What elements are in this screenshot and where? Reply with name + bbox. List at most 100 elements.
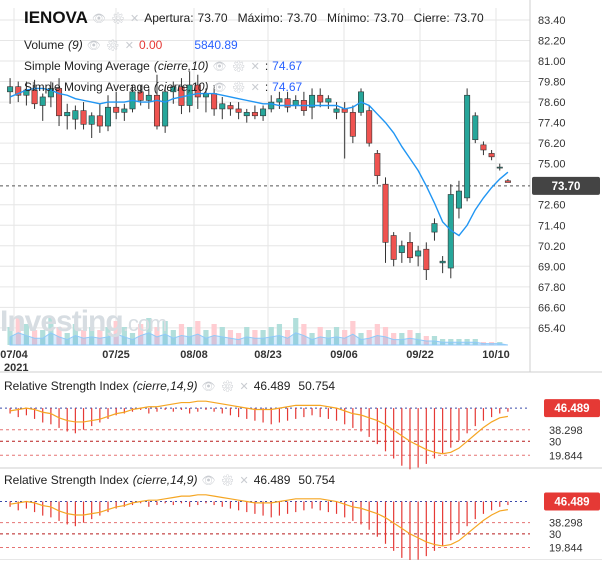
rsi2-label: Relative Strength Index (4, 473, 129, 487)
volume-bar (333, 327, 340, 345)
volume-bar (260, 330, 266, 345)
volume-bar (301, 324, 307, 345)
rsi2-settings-icon[interactable]: 👁 ⚙ ✕ (201, 474, 250, 487)
volume-bar (97, 330, 103, 345)
candle-body (251, 112, 258, 117)
candle-body (349, 112, 356, 137)
rsi-badge-label: 46.489 (554, 497, 589, 509)
candle-body (162, 91, 169, 127)
investing-watermark: Investing.com (0, 305, 167, 339)
candle-body (7, 86, 14, 93)
rsi2-legend: Relative Strength Index (cierre,14,9) 👁 … (4, 473, 335, 487)
sma1-settings-icon[interactable]: 👁 ⚙ ✕ (212, 60, 261, 73)
candle-body (504, 180, 511, 183)
visibility-icon[interactable]: 👁 ⚙ ✕ (91, 12, 141, 25)
volume-bar (40, 330, 46, 345)
volume-avg-value: 5840.89 (194, 38, 238, 52)
volume-bar (89, 327, 95, 345)
x-tick-label: 07/25 (102, 349, 130, 361)
candle-body (105, 106, 112, 127)
x-tick-label: 09/22 (406, 349, 434, 361)
rsi-tick-label: 38.298 (549, 425, 583, 437)
candle-body (406, 242, 413, 259)
volume-bar (31, 330, 38, 345)
sma1-value: 74.67 (272, 59, 303, 73)
candle-body (398, 245, 405, 253)
volume-legend: Volume (9) 👁 ⚙ ✕ 0.00 5840.89 (24, 38, 238, 52)
y-tick-label: 82.20 (538, 36, 566, 48)
rsi2-signal: 50.754 (298, 473, 336, 487)
y-tick-label: 71.40 (538, 220, 566, 232)
rsi1-settings-icon[interactable]: 👁 ⚙ ✕ (201, 380, 250, 393)
candle-body (333, 108, 340, 113)
rsi-tick-label: 19.844 (549, 450, 583, 462)
volume-bar (15, 318, 21, 345)
x-tick-label: 10/10 (482, 349, 510, 361)
y-tick-label: 81.00 (538, 56, 566, 68)
candle-body (243, 112, 250, 117)
volume-bar (154, 327, 160, 345)
volume-settings-icon[interactable]: 👁 ⚙ ✕ (86, 39, 135, 52)
candle-body (194, 84, 201, 98)
volume-bar (293, 318, 299, 345)
candle-body (137, 91, 144, 101)
candle-body (153, 94, 160, 127)
candle-body (121, 108, 128, 113)
volume-bar (276, 324, 283, 345)
sma2-label: Simple Moving Average (24, 80, 150, 94)
candle-body (284, 98, 291, 108)
rsi-line (9, 400, 509, 455)
candle-body (31, 89, 38, 105)
volume-bar (309, 333, 315, 345)
candle-body (423, 248, 430, 271)
volume-bar (146, 318, 152, 345)
rsi1-signal: 50.754 (298, 379, 336, 393)
volume-bar (187, 327, 193, 345)
candle-body (447, 194, 454, 269)
candle-body (464, 94, 471, 199)
candle-body (374, 153, 381, 176)
rsi-tick-label: 30 (549, 436, 561, 448)
rsi-tick-label: 19.844 (549, 542, 583, 554)
candle-body (227, 105, 234, 110)
candle-body (170, 86, 177, 93)
candle-body (235, 108, 242, 113)
sma2-settings-icon[interactable]: 👁 ⚙ ✕ (212, 81, 261, 94)
volume-bar (170, 330, 176, 345)
volume-bar (317, 327, 323, 345)
rsi1-param: (cierre,14,9) (132, 379, 198, 393)
volume-bar (284, 330, 291, 345)
candle-body (276, 98, 283, 103)
sma1-label: Simple Moving Average (24, 59, 150, 73)
volume-bar (382, 327, 389, 345)
sma2-legend: Simple Moving Average (cierre,10) 👁 ⚙ ✕ … (24, 80, 303, 94)
y-tick-label: 78.60 (538, 97, 566, 109)
current-price-badge (532, 176, 600, 195)
y-tick-label: 79.80 (538, 77, 566, 89)
candle-body (455, 190, 462, 209)
apertura-label: Apertura: (144, 11, 194, 25)
sma1-legend: Simple Moving Average (cierre,10) 👁 ⚙ ✕ … (24, 59, 303, 73)
volume-bar (227, 330, 234, 345)
y-tick-label: 70.20 (538, 241, 566, 253)
volume-bar (64, 333, 70, 345)
candle-body (96, 115, 103, 127)
volume-bar (195, 321, 201, 345)
y-tick-label: 83.40 (538, 15, 566, 27)
candle-body (439, 260, 446, 264)
candle-body (325, 98, 332, 103)
candle-body (317, 94, 324, 103)
apertura-value: 73.70 (197, 11, 228, 25)
volume-bar (178, 324, 185, 345)
candle-body (15, 86, 22, 96)
volume-bar (374, 324, 380, 345)
candle-body (113, 106, 120, 113)
volume-bar (113, 321, 119, 345)
volume-param: (9) (68, 38, 83, 52)
volume-bar (162, 321, 168, 345)
y-tick-label: 77.40 (538, 118, 566, 130)
candle-body (72, 110, 79, 120)
rsi-value-badge (544, 492, 600, 511)
rsi1-legend: Relative Strength Index (cierre,14,9) 👁 … (4, 379, 335, 393)
